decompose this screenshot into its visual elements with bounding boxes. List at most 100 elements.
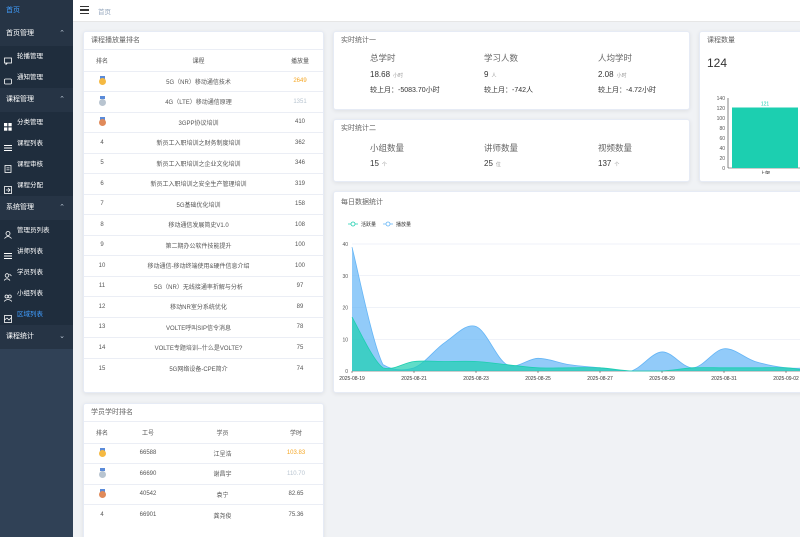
sidebar-item-label: 课程分配 (17, 182, 43, 189)
col-rank: 排名 (95, 58, 108, 65)
user-icon (4, 227, 12, 239)
x-tick-label: 2025-08-25 (525, 376, 551, 382)
table-row: 13 VOLTE呼叫SIP信令消息 78 (84, 316, 323, 338)
rank-cell (84, 111, 120, 133)
series-line (351, 247, 800, 372)
course-name-cell: VOLTE呼叫SIP信令消息 (120, 316, 277, 338)
col-course: 课程 (192, 58, 205, 65)
realtime-stats-2-title: 实时统计二 (341, 125, 376, 132)
stat-compare: 较上月：-5083.70小时 (370, 87, 440, 94)
sidebar-group[interactable]: 系统管理 ⌃ (0, 196, 73, 220)
message-icon (4, 53, 12, 65)
sidebar-item-label: 学员列表 (17, 269, 43, 276)
sidebar-item-label: 分类管理 (17, 119, 43, 126)
plays-cell: 75 (277, 337, 323, 358)
sidebar-home-link[interactable]: 首页 (0, 0, 73, 22)
sidebar-item[interactable]: 分类管理 (0, 112, 73, 133)
course-rank-title: 课程播放量排名 (84, 32, 323, 50)
stat-unit: 位 (495, 162, 501, 168)
table-row: 4 新员工入职培训之财务制度培训 362 (84, 132, 323, 153)
x-tick-label: 上架 (760, 170, 770, 174)
course-name-cell: 5G（NR）移动通信技术 (120, 70, 277, 92)
sidebar-item[interactable]: 通知管理 (0, 67, 73, 88)
course-count-title: 课程数量 (707, 37, 735, 44)
student-name-cell: 谢昌宇 (176, 463, 269, 484)
hours-cell: 110.70 (269, 463, 323, 484)
col-student: 学员 (216, 430, 229, 437)
breadcrumb[interactable]: 首页 (98, 9, 111, 16)
realtime-stats-2: 小组数量 15 个讲师数量 25 位视频数量 137 个 (334, 138, 689, 181)
topbar: 首页 (73, 0, 800, 22)
sidebar-item[interactable]: 管理员列表 (0, 220, 73, 241)
table-row: 5G（NR）移动通信技术 2649 (84, 70, 323, 92)
course-rank-table: 排名 课程 播放量 5G（NR）移动通信技术 2649 4G（LTE）移动通信原理 1… (84, 50, 323, 379)
menu-toggle-icon[interactable] (80, 6, 89, 15)
y-tick-label: 60 (719, 136, 725, 142)
sidebar-group-label: 首页管理 (6, 30, 34, 37)
stat-value: 2.08 (598, 70, 614, 79)
sidebar-item-label: 轮播管理 (17, 53, 43, 60)
stat-block: 视频数量 137 个 (598, 138, 689, 168)
sidebar-item[interactable]: 课程列表 (0, 133, 73, 154)
y-tick-label: 80 (719, 126, 725, 132)
y-tick-label: 20 (342, 306, 348, 312)
sidebar-group[interactable]: 课程管理 ⌃ (0, 88, 73, 112)
silver-medal-icon (98, 468, 106, 478)
student-id-cell: 66690 (120, 463, 176, 484)
sidebar-item[interactable]: 讲师列表 (0, 241, 73, 262)
chevron-icon: ⌃ (59, 204, 65, 211)
rank-cell: 4 (84, 504, 120, 525)
sidebar-group[interactable]: 课程统计 ⌄ (0, 325, 73, 349)
student-rank-title: 学员学时排名 (84, 404, 323, 422)
course-name-cell: 3GPP协议培训 (120, 111, 277, 133)
y-tick-label: 40 (719, 146, 725, 152)
sidebar-item[interactable]: 课程审核 (0, 154, 73, 175)
sidebar-item[interactable]: 区域列表 (0, 304, 73, 325)
plays-cell: 1351 (277, 91, 323, 112)
rank-cell: 4 (84, 132, 120, 153)
plays-cell: 100 (277, 255, 323, 276)
sidebar-item-label: 课程列表 (17, 140, 43, 147)
sidebar-item[interactable]: 轮播管理 (0, 46, 73, 67)
course-name-cell: 5G基础优化培训 (120, 193, 277, 215)
plays-cell: 97 (277, 275, 323, 297)
users-icon (3, 269, 12, 281)
legend-marker (350, 221, 356, 227)
legend-label: 活跃量 (361, 221, 376, 228)
sidebar-item[interactable]: 课程分配 (0, 175, 73, 196)
sidebar-item[interactable]: 学员列表 (0, 262, 73, 283)
rank-cell: 8 (84, 214, 120, 235)
rank-cell (84, 442, 120, 464)
course-count-chart: 140 120 100 80 60 40 20 0 121 上架 (717, 96, 800, 174)
legend-marker (385, 221, 391, 227)
stat-compare: 较上月：-742人 (484, 87, 534, 94)
student-id-cell: 66901 (120, 504, 176, 525)
plays-cell: 2649 (277, 70, 323, 92)
share-icon (4, 182, 12, 194)
col-rank: 排名 (95, 430, 108, 437)
sidebar-group[interactable]: 首页管理 ⌃ (0, 22, 73, 46)
course-name-cell: 4G（LTE）移动通信原理 (120, 91, 277, 112)
table-row: 6 新员工入职培训之安全生产管理培训 319 (84, 173, 323, 194)
legend-label: 播放量 (396, 221, 411, 228)
plays-cell: 319 (277, 173, 323, 194)
stat-unit: 人 (491, 73, 497, 79)
rank-cell (84, 70, 120, 92)
course-name-cell: VOLTE专题培训--什么是VOLTE? (120, 337, 277, 358)
stat-block: 学习人数 9 人较上月：-742人 (484, 50, 594, 95)
bar-value-label: 121 (761, 102, 770, 108)
x-tick-label: 2025-08-21 (401, 376, 427, 382)
sidebar-item[interactable]: 小组列表 (0, 283, 73, 304)
daily-stats-card: 每日数据统计 活跃量 播放量 40 30 20 10 0 2025-08-19 2025-08-… (333, 191, 800, 393)
stat-unit: 个 (614, 162, 620, 168)
rank-cell (84, 483, 120, 505)
course-name-cell: 第二期办公软件技能提升 (120, 234, 277, 256)
table-row: 15 5G网络设备-CPE简介 74 (84, 357, 323, 379)
course-name-cell: 移动通信-移动终端使用&硬件信息介绍 (120, 255, 277, 276)
stat-block: 总学时 18.68 小时 较上月：-5083.70小时 (370, 50, 480, 95)
y-tick-label: 120 (717, 106, 726, 112)
plays-cell: 89 (277, 296, 323, 317)
stat-label: 总学时 (370, 53, 396, 63)
table-row: 4G（LTE）移动通信原理 1351 (84, 91, 323, 112)
y-tick-label: 140 (717, 96, 726, 102)
